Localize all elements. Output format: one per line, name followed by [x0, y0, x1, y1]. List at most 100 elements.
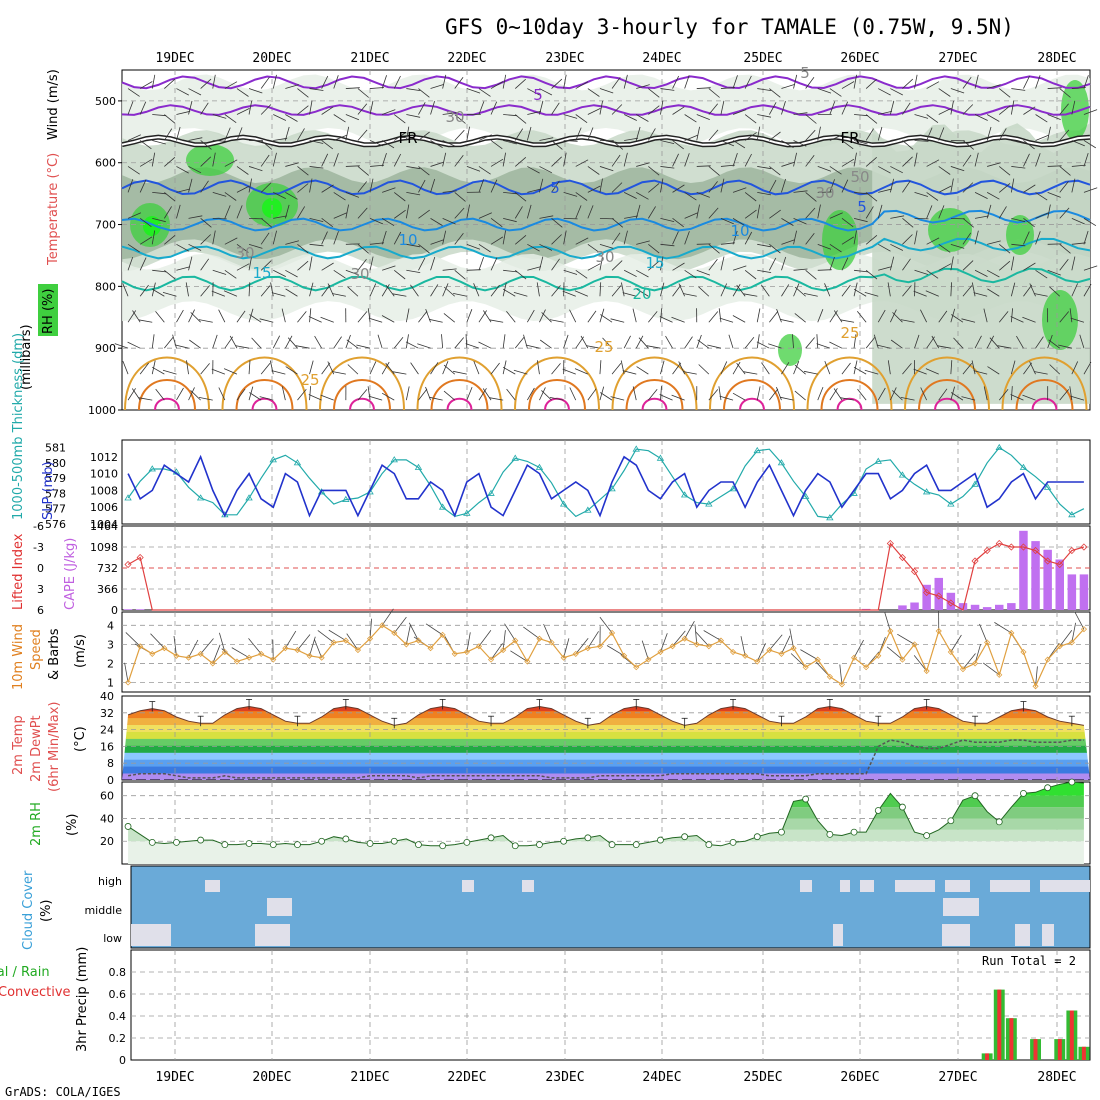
- wind-barb: [236, 388, 246, 401]
- wind-barb: [1069, 308, 1073, 323]
- wind-barb: [638, 337, 649, 349]
- wind-barb: [971, 282, 976, 297]
- wind-barb: [309, 256, 313, 271]
- wind10-speed-point: [1068, 639, 1075, 646]
- wind-barb: [805, 337, 815, 349]
- wind-barb: [781, 284, 790, 297]
- wind-barb: [442, 230, 447, 245]
- wind-barb: [200, 234, 211, 245]
- wind10-speed-point: [911, 641, 918, 648]
- wind-barb: [636, 366, 649, 375]
- wind-barb: [611, 232, 621, 245]
- wind-barb: [841, 140, 854, 150]
- rh2m-point: [511, 842, 519, 850]
- wind-barb: [269, 360, 274, 375]
- wind-barb: [902, 140, 914, 150]
- wind-barb: [761, 362, 770, 375]
- wind10-speed-point: [366, 635, 374, 642]
- wind-barb: [781, 161, 795, 167]
- wind-barb: [198, 397, 213, 401]
- tick-label: 1098: [90, 541, 118, 554]
- tick-label: 577: [45, 503, 66, 516]
- wind-barb: [889, 256, 895, 271]
- wind-barb: [756, 386, 761, 401]
- wind-barb: [865, 234, 878, 245]
- wind-barb: [1035, 269, 1048, 279]
- cape-bar: [1019, 530, 1028, 610]
- rh2m-point: [753, 833, 761, 841]
- wind-barb: [890, 166, 903, 174]
- rh2m-point: [778, 828, 785, 836]
- wind-barb: [139, 284, 149, 297]
- wind10-speed-label: Speed: [29, 629, 44, 670]
- wind-barb: [890, 137, 905, 141]
- temperature-contour: [121, 267, 1091, 292]
- wind10-barb: [982, 662, 1000, 676]
- wind-barb: [973, 292, 988, 297]
- wind-barb: [569, 309, 577, 323]
- thickness-point: [317, 488, 326, 495]
- wind-barb: [678, 361, 686, 375]
- credit: GrADS: COLA/IGES: [5, 1085, 121, 1099]
- cape-bar: [995, 604, 1004, 610]
- wind-barb: [357, 207, 368, 219]
- wind-barb: [611, 76, 621, 89]
- cape-bar: [958, 603, 968, 610]
- wind-barb: [410, 362, 419, 375]
- wind-barb: [684, 75, 690, 89]
- wind-barb: [900, 397, 915, 401]
- wind-barb: [841, 101, 849, 115]
- wind-barb: [660, 256, 664, 271]
- wind-barb: [563, 74, 567, 89]
- li-point: [971, 557, 979, 565]
- rh-axis-label: RH (%): [41, 289, 56, 334]
- wind-barb: [478, 243, 491, 253]
- wind-barb: [587, 244, 600, 253]
- dewpt2m-label: 2m DewPt: [29, 715, 44, 782]
- cloud-block-high: [1040, 880, 1090, 892]
- wind10-speed-point: [560, 654, 567, 661]
- wind-barb: [720, 283, 728, 297]
- wind-barb: [769, 310, 779, 323]
- wind-barb: [200, 156, 212, 167]
- wind-barb: [539, 88, 553, 96]
- wind-barb: [321, 106, 334, 115]
- wind-barb: [551, 156, 562, 167]
- wind-barb: [817, 88, 832, 94]
- wind-barb: [442, 74, 447, 89]
- wind-barb: [938, 388, 948, 401]
- wind-barb: [188, 387, 195, 401]
- temperature-axis-label: Temperature (°C): [46, 153, 61, 266]
- cloud-block-high: [860, 880, 874, 892]
- wind-barb: [164, 337, 174, 349]
- wind-barb: [251, 337, 262, 349]
- wind-barb: [223, 290, 238, 297]
- wind-barb: [1035, 336, 1044, 349]
- wind-barb: [139, 179, 147, 193]
- wind-barb: [779, 396, 794, 401]
- wind-barb: [621, 282, 625, 297]
- rh2m-point: [269, 841, 277, 849]
- precip-conv-bar: [1009, 1018, 1014, 1060]
- wind-barb: [152, 140, 166, 145]
- wind-barb: [502, 288, 516, 297]
- wind10-barb: [790, 653, 806, 668]
- wind-barb: [345, 192, 360, 198]
- wind-barb: [708, 88, 720, 98]
- wind-barb: [200, 140, 212, 150]
- thickness-point: [463, 509, 471, 516]
- wind-barb: [185, 282, 189, 297]
- contour-label: 10: [730, 222, 749, 240]
- wind-barb: [285, 84, 299, 89]
- wind-barb: [865, 192, 878, 202]
- wind-barb: [321, 140, 334, 150]
- wind-barb: [805, 207, 816, 219]
- wind-barb: [950, 243, 965, 249]
- wind-barb: [611, 363, 622, 375]
- wind-barb: [889, 100, 895, 115]
- wind-barb: [926, 192, 939, 201]
- tick-label: 20: [100, 835, 114, 848]
- wind-barb: [405, 308, 410, 323]
- wind-barb: [489, 319, 504, 323]
- wind-barb: [139, 81, 153, 89]
